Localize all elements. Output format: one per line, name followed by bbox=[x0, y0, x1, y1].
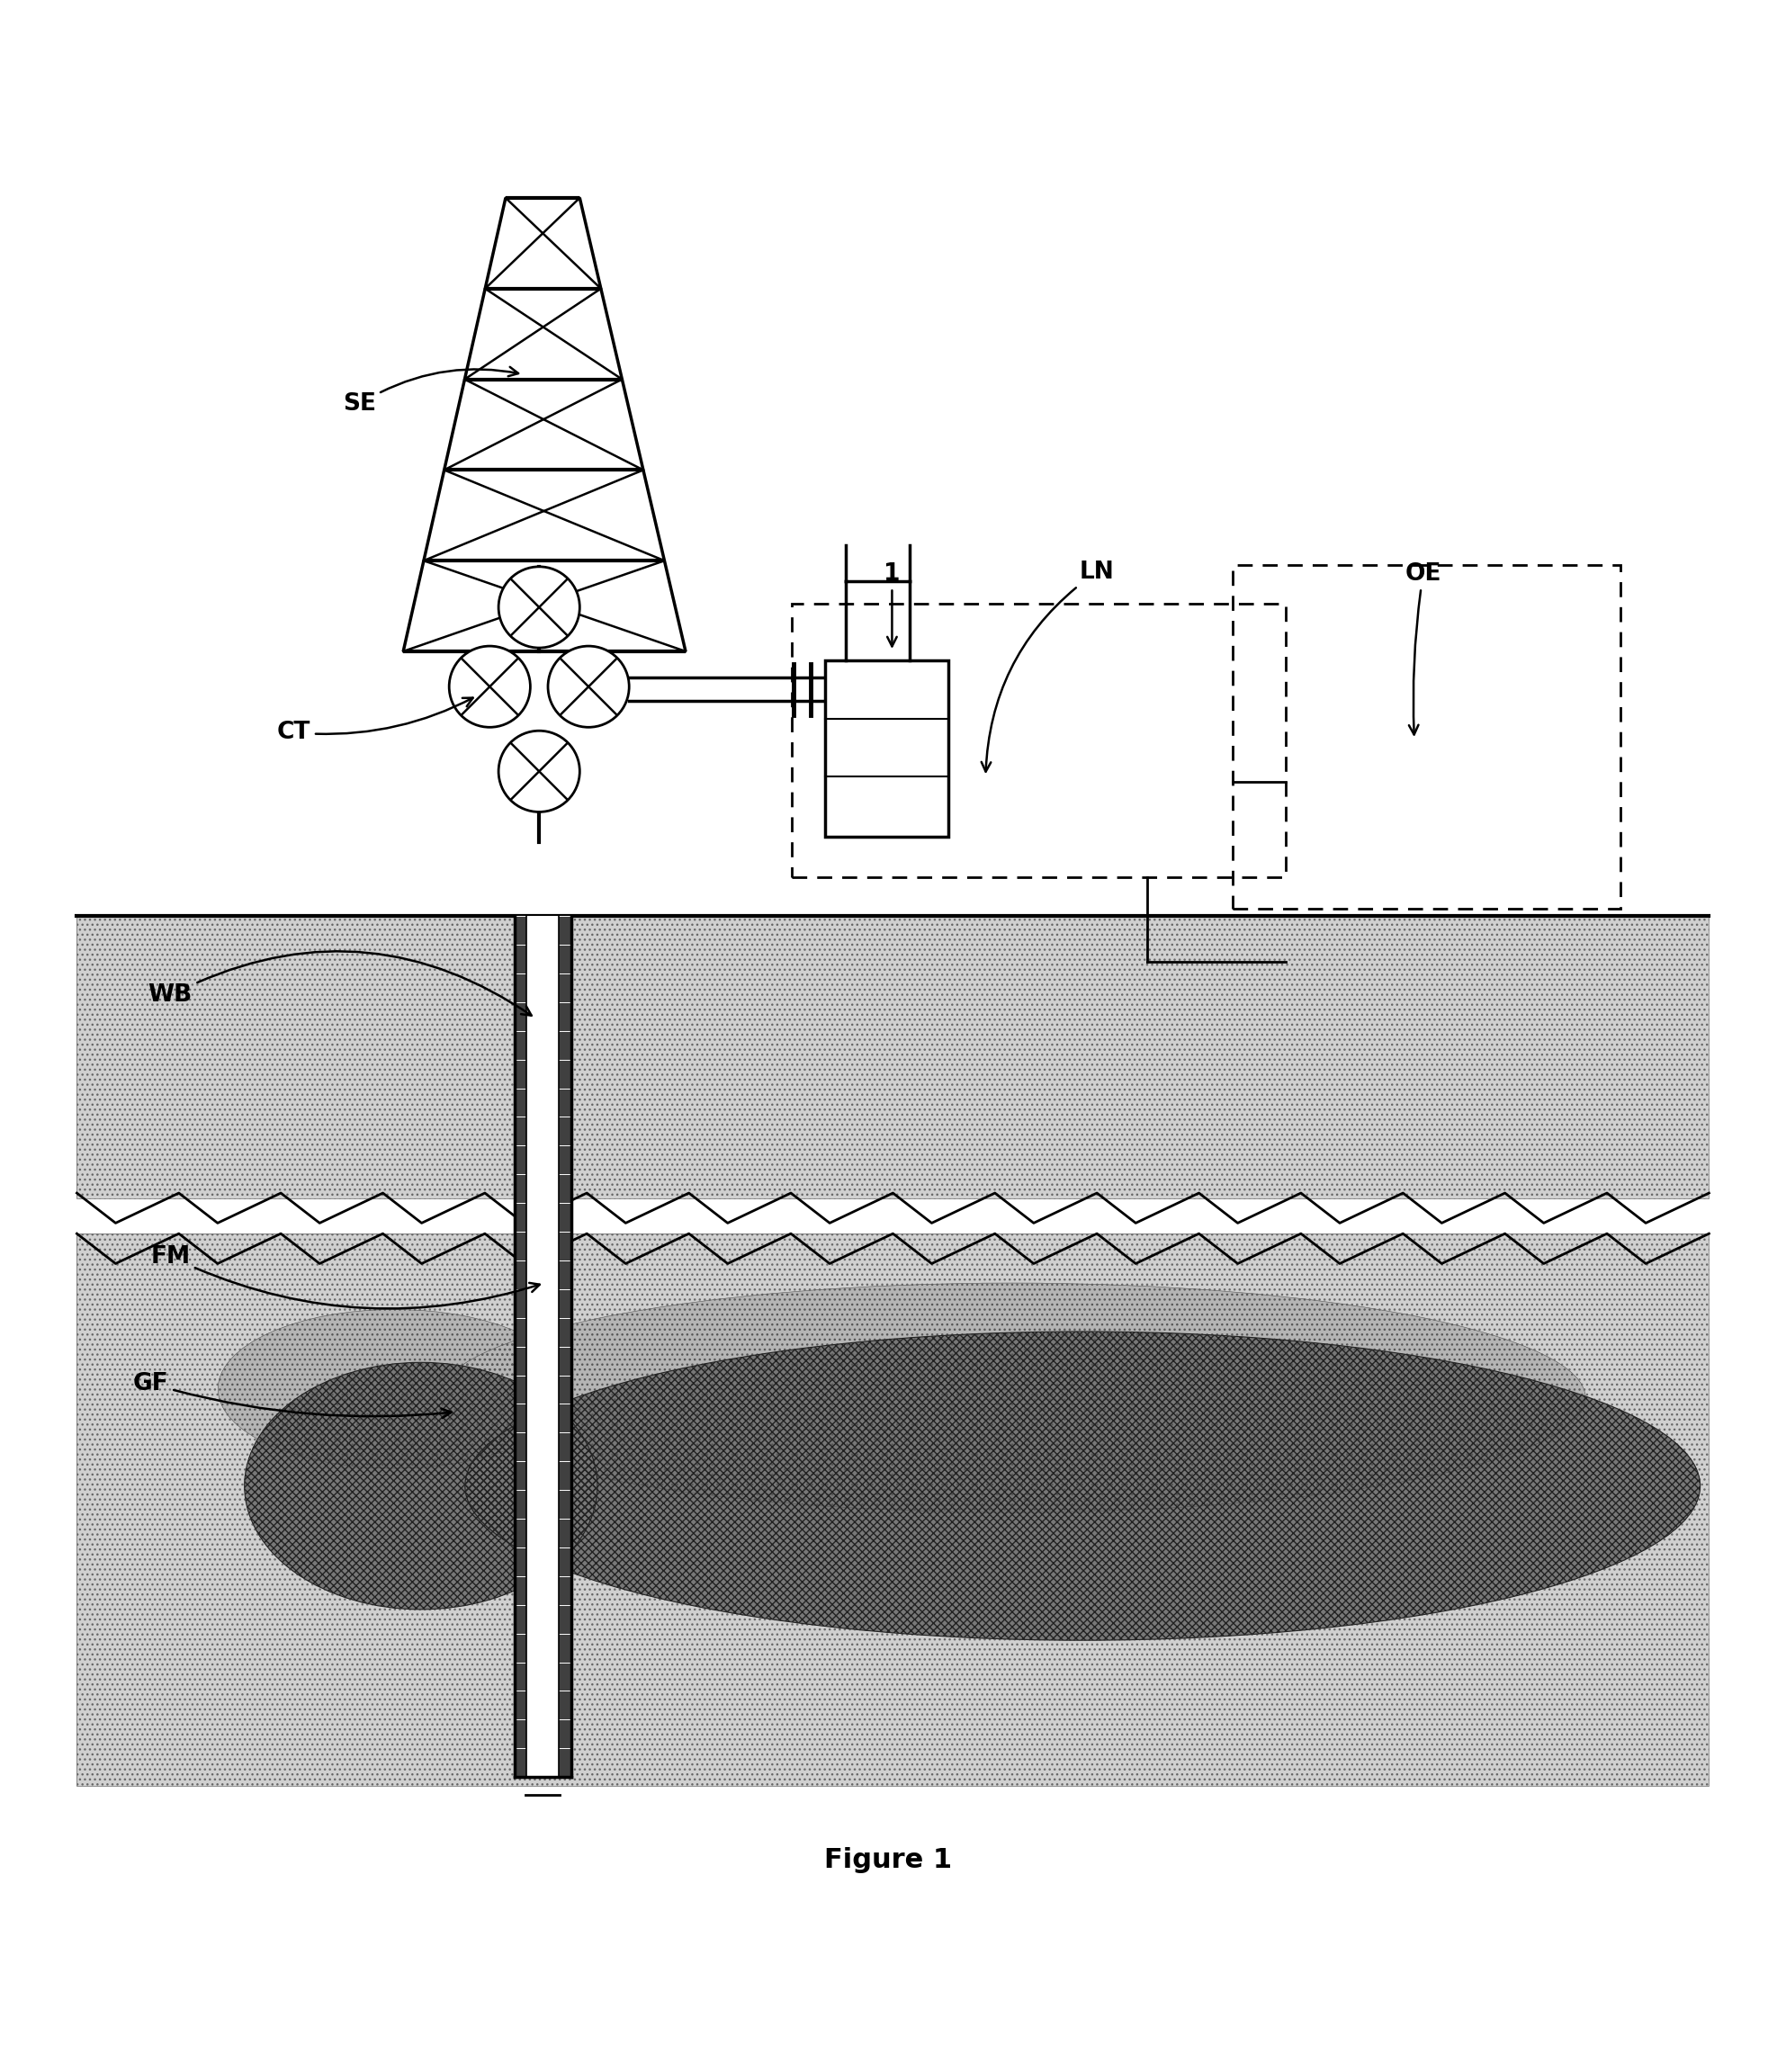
Text: GF: GF bbox=[133, 1372, 451, 1417]
Bar bbox=[76, 1233, 1709, 1786]
Circle shape bbox=[499, 566, 579, 649]
Circle shape bbox=[547, 646, 629, 727]
Bar bbox=[76, 916, 1709, 1198]
Text: WB: WB bbox=[147, 951, 531, 1015]
Circle shape bbox=[450, 646, 530, 727]
Ellipse shape bbox=[219, 1310, 570, 1469]
Bar bbox=[526, 916, 558, 1778]
Text: Figure 1: Figure 1 bbox=[825, 1846, 952, 1873]
Ellipse shape bbox=[466, 1332, 1701, 1641]
Bar bbox=[825, 661, 949, 837]
Circle shape bbox=[499, 731, 579, 812]
Text: SE: SE bbox=[343, 367, 519, 416]
Text: 1: 1 bbox=[883, 562, 901, 646]
Text: LN: LN bbox=[981, 559, 1114, 771]
Bar bbox=[1233, 566, 1621, 910]
Text: CT: CT bbox=[277, 698, 473, 744]
Ellipse shape bbox=[439, 1283, 1585, 1513]
Bar bbox=[76, 1233, 1709, 1786]
Bar bbox=[76, 916, 1709, 1198]
Text: FM: FM bbox=[151, 1245, 540, 1310]
Text: OE: OE bbox=[1406, 562, 1441, 736]
Ellipse shape bbox=[245, 1363, 597, 1610]
Bar bbox=[791, 603, 1285, 876]
Bar bbox=[514, 916, 570, 1778]
